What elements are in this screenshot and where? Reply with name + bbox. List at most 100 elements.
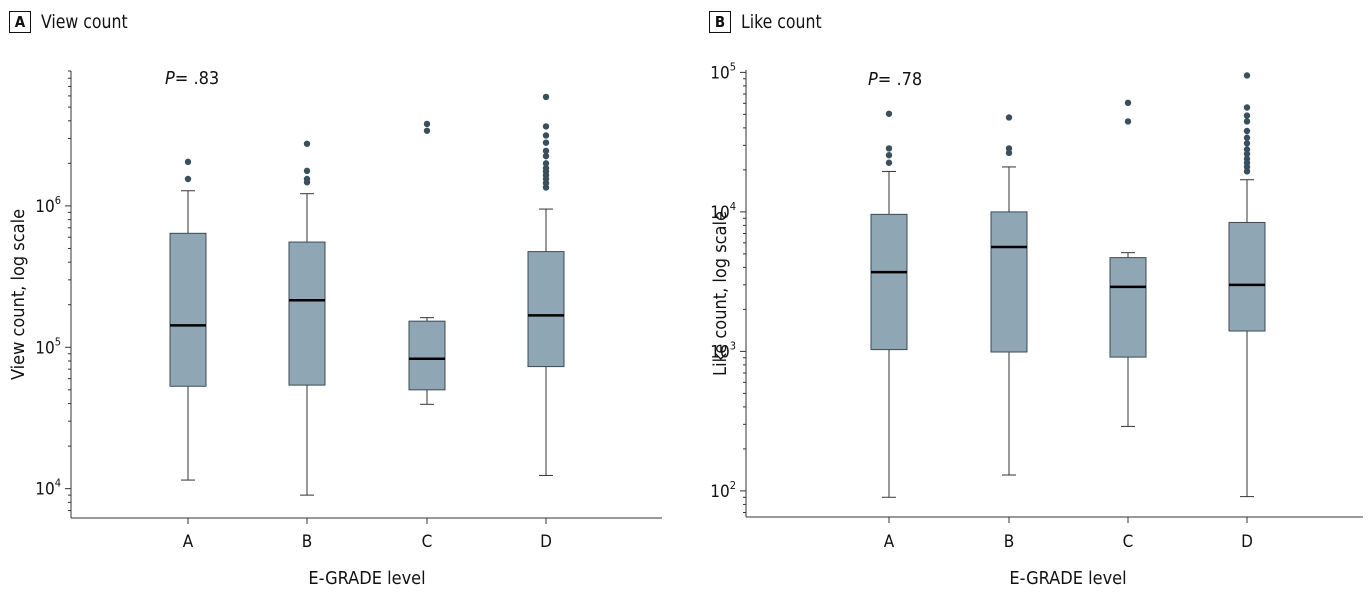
p-value-prefix: P <box>868 69 878 90</box>
outlier-point <box>542 132 550 139</box>
iqr-box <box>870 213 908 351</box>
outlier-point <box>885 151 893 159</box>
outlier-point <box>1243 155 1251 163</box>
outlier-point <box>1124 99 1132 107</box>
outlier-point <box>303 140 311 147</box>
iqr-box <box>169 232 207 387</box>
x-tick-label: C <box>1123 532 1134 552</box>
panel-header: B Like count <box>709 11 829 33</box>
iqr-box <box>408 320 446 391</box>
outlier-point <box>542 139 550 146</box>
panel-like-count: B Like count 102 103 104 105 Like count, log… <box>686 0 1372 594</box>
outlier-point <box>303 175 311 183</box>
outlier-point <box>885 145 893 152</box>
outlier-point <box>1005 149 1013 157</box>
iqr-box <box>288 241 326 386</box>
p-value-annotation: P= .78 <box>868 69 922 90</box>
y-axis-label: View count, log scale <box>8 209 29 380</box>
x-tick-label: A <box>884 532 895 552</box>
box-group-c: C <box>1109 99 1147 552</box>
iqr-box <box>1228 221 1266 332</box>
box-group-c: C <box>408 120 446 552</box>
y-tick-label: 102 <box>710 479 736 502</box>
box-group-d: D <box>1228 72 1266 552</box>
y-tick-exponent: 4 <box>730 200 736 213</box>
outlier-point <box>1124 118 1132 125</box>
outlier-point <box>1243 104 1251 111</box>
iqr-box <box>990 211 1028 353</box>
y-tick-label: 103 <box>710 339 736 362</box>
panel-title: Like count <box>741 11 822 33</box>
y-tick-exponent: 4 <box>55 477 61 490</box>
panel-view-count: A View count 104 105 106 View count, log sc… <box>8 11 662 589</box>
p-value-annotation: P= .83 <box>165 68 219 89</box>
outlier-point <box>1243 118 1251 125</box>
outlier-point <box>542 93 550 101</box>
outlier-point <box>1243 168 1251 175</box>
outlier-point <box>885 110 893 117</box>
outlier-point <box>542 184 550 191</box>
outlier-point <box>1243 146 1251 153</box>
x-tick-label: C <box>422 532 433 552</box>
outlier-point <box>1243 112 1251 119</box>
x-tick-label: B <box>1004 532 1015 552</box>
y-tick-label: 105 <box>710 60 736 83</box>
x-tick-label: D <box>1241 532 1253 552</box>
y-tick-base: 10 <box>35 338 54 358</box>
outlier-point <box>1243 140 1251 147</box>
x-tick-label: A <box>183 532 194 552</box>
x-axis-label: E-GRADE level <box>1009 568 1126 589</box>
p-value-number: = .78 <box>878 69 922 90</box>
p-value-number: = .83 <box>175 68 219 89</box>
y-tick-label: 106 <box>35 194 61 217</box>
x-tick-label: D <box>540 532 552 552</box>
outlier-point <box>542 152 550 160</box>
box-group-a: A <box>169 158 207 552</box>
outlier-point <box>423 127 431 134</box>
y-tick-base: 10 <box>35 480 54 500</box>
box-group-b: B <box>990 114 1028 552</box>
y-tick-exponent: 3 <box>730 339 736 352</box>
outlier-point <box>542 160 550 167</box>
outlier-point <box>423 120 431 128</box>
outlier-point <box>885 159 893 166</box>
y-tick-exponent: 6 <box>55 194 61 207</box>
y-tick-exponent: 2 <box>730 479 736 492</box>
outlier-point <box>1243 150 1251 158</box>
outlier-point <box>1005 145 1013 152</box>
y-tick-exponent: 5 <box>55 335 61 348</box>
iqr-box <box>1109 257 1147 358</box>
outlier-point <box>542 147 550 155</box>
box-group-b: B <box>288 140 326 552</box>
outlier-point <box>303 167 311 175</box>
outlier-point <box>1005 114 1013 121</box>
panel-label: A <box>9 11 31 33</box>
y-tick-base: 10 <box>35 197 54 217</box>
p-value-prefix: P <box>165 68 175 89</box>
y-axis-label: Like count, log scale <box>710 211 731 376</box>
box-group-a: A <box>870 110 908 552</box>
panel-label: B <box>709 11 731 33</box>
outlier-point <box>1243 72 1251 79</box>
outlier-point <box>184 175 192 183</box>
iqr-box <box>527 251 565 368</box>
outlier-point <box>1243 134 1251 141</box>
y-tick-base: 10 <box>710 203 729 223</box>
outlier-point <box>1243 127 1251 135</box>
panel-title: View count <box>41 11 128 33</box>
box-group-d: D <box>527 93 565 552</box>
y-tick-label: 104 <box>710 200 736 223</box>
x-tick-label: B <box>302 532 313 552</box>
outlier-point <box>184 158 192 166</box>
y-tick-exponent: 5 <box>730 60 736 73</box>
x-axis-label: E-GRADE level <box>308 568 425 589</box>
outlier-point <box>542 164 550 172</box>
y-tick-label: 105 <box>35 335 61 358</box>
y-tick-label: 104 <box>35 477 61 500</box>
y-tick-base: 10 <box>710 63 729 83</box>
panel-header: A View count <box>9 11 135 33</box>
outlier-point <box>542 123 550 130</box>
y-tick-base: 10 <box>710 342 729 362</box>
